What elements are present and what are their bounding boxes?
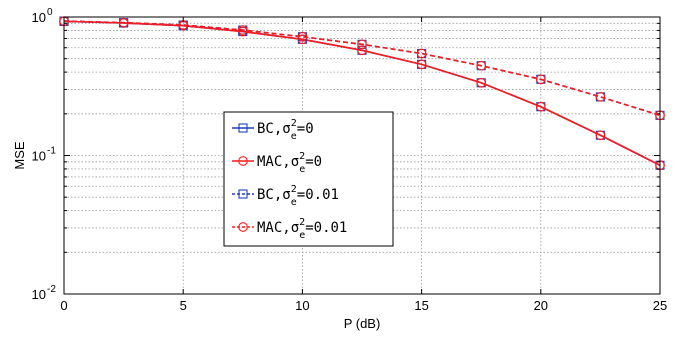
data-point <box>237 25 248 35</box>
legend-entry: BC,σ2 e=0 <box>232 118 314 142</box>
legend-box <box>223 111 394 247</box>
data-point <box>476 60 487 71</box>
legend-label: MAC,σ2 e=0 <box>257 151 322 175</box>
legend-label: MAC,σ2 e=0.01 <box>257 217 347 241</box>
data-point <box>357 45 367 56</box>
legend-label: BC,σ2 e=0 <box>257 118 314 142</box>
y-tick-exponent: 0 <box>47 7 53 18</box>
x-tick-label: 15 <box>414 298 428 313</box>
legend-entry: MAC,σ2 e=0.01 <box>232 217 347 241</box>
y-tick-label: 10 <box>32 287 46 302</box>
series-layer <box>59 16 665 171</box>
data-point <box>535 74 546 85</box>
y-tick-exponent: -2 <box>47 284 56 295</box>
series-line <box>63 20 661 117</box>
x-tick-label: 5 <box>180 298 187 313</box>
legend-marker <box>238 222 248 232</box>
x-tick-label: 10 <box>295 298 309 313</box>
data-point <box>297 31 308 42</box>
y-tick-label: 10 <box>32 149 46 164</box>
data-point <box>535 101 546 112</box>
x-tick-label: 20 <box>534 298 548 313</box>
legend-label: BC,σ2 e=0.01 <box>257 184 339 208</box>
legend-marker <box>238 189 248 199</box>
x-tick-label: 0 <box>60 298 67 313</box>
y-tick-exponent: -1 <box>47 146 56 157</box>
legend-entry: MAC,σ2 e=0 <box>232 151 322 175</box>
legend-marker <box>238 156 248 166</box>
data-point <box>595 130 606 141</box>
y-axis-label: MSE <box>12 141 27 170</box>
legend-entry: BC,σ2 e=0.01 <box>232 184 339 208</box>
y-tick-label: 10 <box>32 10 46 25</box>
legend-marker <box>238 123 248 133</box>
data-point <box>416 48 427 59</box>
data-point <box>476 77 487 88</box>
legend: BC,σ2 e=0 MAC,σ2 e=0 BC,σ2 e=0.01 MAC,σ2 e=0.01 <box>223 111 394 247</box>
data-point <box>595 92 606 102</box>
data-point <box>416 59 427 70</box>
data-point <box>357 39 367 50</box>
data-point <box>118 17 129 28</box>
x-tick-label: 25 <box>653 298 667 313</box>
x-axis-label: P (dB) <box>344 316 381 331</box>
